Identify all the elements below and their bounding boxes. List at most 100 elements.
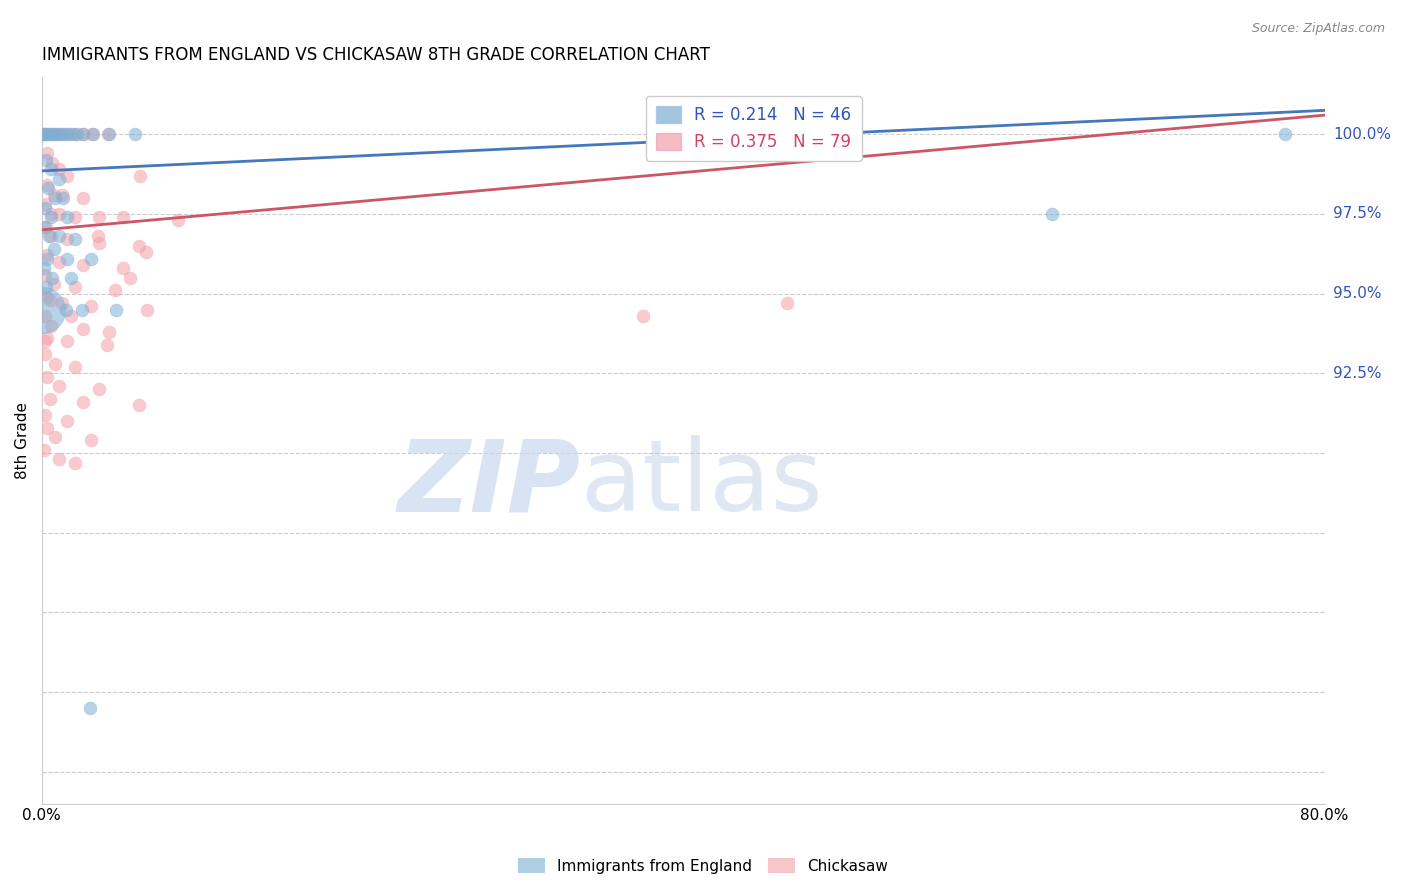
Point xyxy=(80,434,103,448)
Y-axis label: 8th Grade: 8th Grade xyxy=(15,401,30,479)
Point xyxy=(32,261,55,276)
Point xyxy=(118,270,141,285)
Point xyxy=(35,290,58,304)
Point xyxy=(128,169,150,183)
Legend: Immigrants from England, Chickasaw: Immigrants from England, Chickasaw xyxy=(512,852,894,880)
Point xyxy=(44,191,66,205)
Point xyxy=(631,309,654,323)
Point xyxy=(48,254,70,268)
Point xyxy=(1274,128,1296,142)
Point xyxy=(63,210,86,224)
Point xyxy=(98,325,121,339)
Point xyxy=(111,261,134,276)
Point xyxy=(82,128,104,142)
Point xyxy=(124,128,146,142)
Point xyxy=(56,128,79,142)
Point xyxy=(60,270,83,285)
Point xyxy=(31,302,53,317)
Point xyxy=(48,229,70,244)
Point xyxy=(59,128,82,142)
Point xyxy=(34,309,56,323)
Point xyxy=(37,248,59,262)
Point xyxy=(32,442,55,457)
Point xyxy=(53,128,76,142)
Point xyxy=(87,382,110,396)
Point xyxy=(41,270,63,285)
Point xyxy=(34,201,56,215)
Point xyxy=(59,309,82,323)
Point xyxy=(35,146,58,161)
Point xyxy=(38,128,60,142)
Text: 100.0%: 100.0% xyxy=(1333,127,1391,142)
Point xyxy=(37,178,59,193)
Point xyxy=(34,197,56,211)
Point xyxy=(44,128,66,142)
Point xyxy=(39,128,62,142)
Point xyxy=(38,293,60,307)
Point xyxy=(135,245,157,260)
Point xyxy=(135,302,157,317)
Point xyxy=(72,321,94,335)
Point xyxy=(72,191,94,205)
Point xyxy=(87,229,110,244)
Point xyxy=(70,302,93,317)
Point xyxy=(44,357,66,371)
Point xyxy=(39,207,62,221)
Point xyxy=(55,210,77,224)
Point xyxy=(38,229,60,244)
Point xyxy=(41,156,63,170)
Point xyxy=(128,239,150,253)
Point xyxy=(48,162,70,177)
Text: 92.5%: 92.5% xyxy=(1333,366,1382,381)
Point xyxy=(55,302,77,317)
Point xyxy=(42,242,65,256)
Point xyxy=(35,369,58,384)
Point xyxy=(37,331,59,345)
Point xyxy=(42,128,65,142)
Point xyxy=(35,153,58,167)
Text: IMMIGRANTS FROM ENGLAND VS CHICKASAW 8TH GRADE CORRELATION CHART: IMMIGRANTS FROM ENGLAND VS CHICKASAW 8TH… xyxy=(42,46,710,64)
Point xyxy=(41,162,63,177)
Point xyxy=(65,128,87,142)
Point xyxy=(104,284,127,298)
Text: Source: ZipAtlas.com: Source: ZipAtlas.com xyxy=(1251,22,1385,36)
Point xyxy=(72,258,94,272)
Point xyxy=(35,280,58,294)
Point xyxy=(96,337,118,351)
Point xyxy=(55,169,77,183)
Point xyxy=(45,128,67,142)
Point xyxy=(34,268,56,282)
Point xyxy=(79,701,101,715)
Point xyxy=(72,128,94,142)
Text: 97.5%: 97.5% xyxy=(1333,206,1382,221)
Point xyxy=(55,252,77,266)
Point xyxy=(48,128,70,142)
Point xyxy=(776,296,799,310)
Point xyxy=(63,456,86,470)
Point xyxy=(31,128,53,142)
Point xyxy=(48,379,70,393)
Point xyxy=(80,252,103,266)
Point xyxy=(72,128,94,142)
Text: 95.0%: 95.0% xyxy=(1333,286,1382,301)
Point xyxy=(35,219,58,234)
Point xyxy=(72,395,94,409)
Point xyxy=(60,128,83,142)
Point xyxy=(87,235,110,250)
Point xyxy=(31,128,53,142)
Point xyxy=(52,128,75,142)
Point xyxy=(104,302,127,317)
Text: atlas: atlas xyxy=(581,435,823,533)
Point xyxy=(55,334,77,349)
Point xyxy=(44,430,66,444)
Point xyxy=(96,128,118,142)
Point xyxy=(35,128,58,142)
Point xyxy=(49,128,72,142)
Point xyxy=(41,318,63,333)
Point xyxy=(34,408,56,422)
Point xyxy=(63,359,86,374)
Point xyxy=(35,128,58,142)
Point xyxy=(42,277,65,291)
Point xyxy=(80,128,103,142)
Point xyxy=(52,191,75,205)
